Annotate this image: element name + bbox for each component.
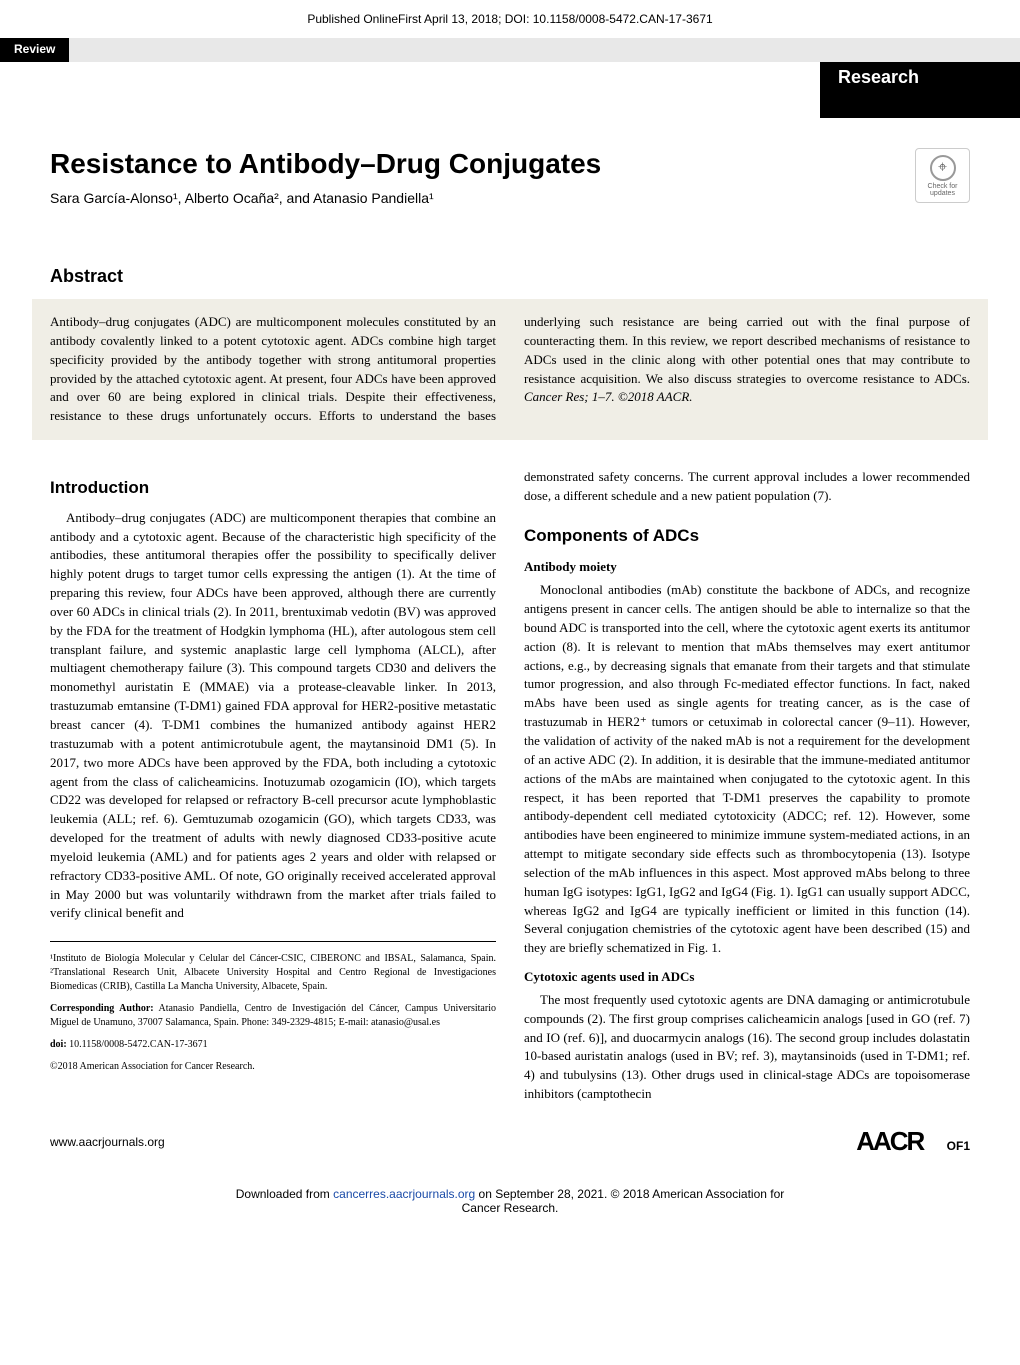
abstract-background: Antibody–drug conjugates (ADC) are multi… [32, 299, 988, 440]
cytotoxic-paragraph: The most frequently used cytotoxic agent… [524, 991, 970, 1104]
download-post: on September 28, 2021. © 2018 American A… [475, 1187, 784, 1201]
antibody-moiety-paragraph: Monoclonal antibodies (mAb) constitute t… [524, 581, 970, 958]
cytotoxic-subheading: Cytotoxic agents used in ADCs [524, 968, 970, 987]
review-label: Review [0, 38, 69, 62]
continuation-paragraph: demonstrated safety concerns. The curren… [524, 468, 970, 506]
footer-url: www.aacrjournals.org [50, 1135, 165, 1149]
journal-name-2: Research [838, 67, 1002, 88]
introduction-heading: Introduction [50, 476, 496, 501]
badge-text-2: updates [930, 190, 955, 197]
intro-paragraph: Antibody–drug conjugates (ADC) are multi… [50, 509, 496, 924]
published-header: Published OnlineFirst April 13, 2018; DO… [0, 0, 1020, 38]
antibody-moiety-subheading: Antibody moiety [524, 558, 970, 577]
affiliations-block: ¹Instituto de Biología Molecular y Celul… [50, 941, 496, 1074]
download-pre: Downloaded from [236, 1187, 333, 1201]
review-spacer [69, 38, 1020, 62]
abstract-text-1: Antibody–drug conjugates (ADC) are multi… [50, 314, 496, 423]
abstract-heading: Abstract [50, 266, 970, 287]
abstract-citation: Cancer Res; 1–7. ©2018 AACR. [524, 389, 693, 404]
crossmark-icon: ⌖ [930, 155, 956, 181]
review-bar: Review [0, 38, 1020, 62]
doi-label: doi: [50, 1039, 67, 1050]
article-title: Resistance to Antibody–Drug Conjugates [50, 148, 915, 180]
page-number: OF1 [947, 1139, 970, 1153]
doi-text: 10.1158/0008-5472.CAN-17-3671 [67, 1039, 208, 1050]
copyright-text: ©2018 American Association for Cancer Re… [50, 1060, 496, 1074]
abstract-text-2: drugs unfortunately occurs. Efforts to u… [161, 314, 970, 423]
download-notice: Downloaded from cancerres.aacrjournals.o… [0, 1167, 1020, 1245]
check-updates-badge[interactable]: ⌖ Check for updates [915, 148, 970, 203]
authors: Sara García-Alonso¹, Alberto Ocaña², and… [50, 190, 915, 206]
corresponding-label: Corresponding Author: [50, 1003, 154, 1014]
components-heading: Components of ADCs [524, 524, 970, 549]
aacr-logo: AACR [856, 1126, 923, 1156]
badge-text-1: Check for [928, 183, 958, 190]
footer-bar: www.aacrjournals.org AACR OF1 [0, 1106, 1020, 1167]
download-line2: Cancer Research. [462, 1201, 559, 1215]
affiliation-text: ¹Instituto de Biología Molecular y Celul… [50, 952, 496, 994]
download-link[interactable]: cancerres.aacrjournals.org [333, 1187, 475, 1201]
